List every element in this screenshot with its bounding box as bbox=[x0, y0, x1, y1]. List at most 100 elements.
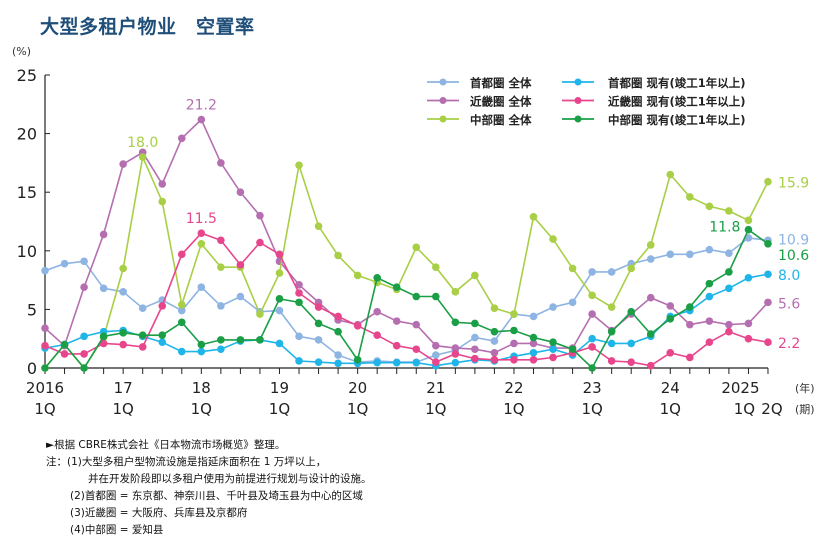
data-point bbox=[314, 358, 323, 366]
x-tick-quarter-label: 1Q bbox=[191, 400, 212, 418]
data-point bbox=[412, 345, 421, 354]
data-point bbox=[646, 255, 655, 263]
data-point bbox=[705, 292, 714, 301]
data-point bbox=[392, 341, 401, 350]
data-point bbox=[334, 312, 342, 321]
data-point bbox=[373, 331, 381, 339]
data-point bbox=[627, 358, 635, 366]
data-point bbox=[549, 345, 557, 354]
legend-marker bbox=[439, 115, 447, 123]
data-point bbox=[432, 263, 440, 272]
data-point bbox=[138, 331, 147, 339]
x-axis-year-unit: (年) bbox=[795, 381, 815, 395]
data-point bbox=[471, 271, 479, 280]
data-point bbox=[295, 280, 303, 289]
data-point bbox=[99, 284, 108, 293]
data-point bbox=[529, 355, 538, 364]
data-point bbox=[256, 238, 264, 247]
data-point bbox=[607, 268, 616, 276]
data-point bbox=[392, 317, 401, 325]
data-point bbox=[334, 251, 342, 260]
data-point bbox=[119, 264, 127, 273]
data-point bbox=[432, 351, 440, 359]
data-point bbox=[256, 336, 264, 344]
data-point bbox=[686, 250, 694, 259]
data-label: 15.9 bbox=[778, 176, 809, 192]
data-point bbox=[588, 334, 596, 343]
legend-label: 中部圈 现有(竣工1年以上) bbox=[608, 113, 746, 127]
data-point bbox=[588, 310, 596, 318]
data-point bbox=[197, 229, 206, 238]
data-point bbox=[392, 358, 401, 367]
data-point bbox=[138, 153, 147, 161]
data-point bbox=[217, 336, 225, 344]
data-point bbox=[510, 339, 518, 348]
data-point bbox=[99, 332, 108, 341]
data-point bbox=[764, 270, 772, 279]
data-point bbox=[510, 326, 518, 335]
data-point bbox=[764, 338, 772, 347]
data-point bbox=[549, 338, 557, 347]
data-point bbox=[60, 340, 69, 349]
legend-label: 近畿圈 全体 bbox=[470, 95, 532, 109]
data-point bbox=[627, 307, 635, 316]
data-point bbox=[705, 279, 714, 288]
data-point bbox=[41, 341, 49, 350]
data-point bbox=[217, 263, 225, 272]
data-point bbox=[744, 319, 753, 328]
x-tick-quarter-label: 1Q bbox=[269, 400, 290, 418]
data-point bbox=[725, 284, 733, 293]
data-point bbox=[295, 332, 303, 341]
data-point bbox=[373, 273, 381, 282]
data-point bbox=[217, 345, 225, 354]
data-point bbox=[432, 358, 440, 366]
data-point bbox=[568, 264, 577, 273]
x-tick-quarter-label: 1Q bbox=[425, 400, 446, 418]
data-point bbox=[99, 339, 108, 348]
data-point bbox=[607, 339, 616, 348]
y-tick-label: 0 bbox=[27, 359, 37, 378]
data-point bbox=[158, 180, 167, 188]
x-tick-quarter-label: 2Q bbox=[761, 400, 782, 418]
x-tick-quarter-label: 1Q bbox=[112, 400, 133, 418]
data-point bbox=[275, 306, 284, 315]
data-point bbox=[744, 334, 753, 343]
data-point bbox=[177, 300, 186, 309]
data-point bbox=[451, 288, 460, 296]
y-tick-label: 25 bbox=[17, 66, 37, 85]
data-point bbox=[646, 330, 655, 338]
data-point bbox=[256, 310, 264, 318]
data-point bbox=[666, 250, 675, 259]
data-point bbox=[314, 319, 323, 328]
data-point bbox=[725, 320, 733, 329]
data-point bbox=[80, 332, 88, 341]
data-point bbox=[119, 288, 127, 296]
data-point bbox=[334, 359, 342, 368]
data-label: 10.6 bbox=[778, 248, 809, 264]
data-point bbox=[549, 353, 557, 362]
data-point bbox=[60, 259, 69, 268]
data-point bbox=[451, 318, 460, 327]
x-tick-year-label: 2016 bbox=[26, 379, 64, 397]
data-point bbox=[607, 303, 616, 311]
data-point bbox=[295, 289, 303, 297]
y-axis-unit: (%) bbox=[12, 45, 31, 58]
data-point bbox=[607, 357, 616, 365]
data-point bbox=[373, 358, 381, 367]
data-point bbox=[471, 354, 479, 363]
data-point bbox=[646, 241, 655, 249]
data-point bbox=[197, 115, 206, 124]
data-point bbox=[275, 250, 284, 259]
data-point bbox=[725, 268, 733, 276]
data-point bbox=[119, 160, 127, 168]
data-point bbox=[529, 339, 538, 348]
data-point bbox=[41, 266, 49, 275]
data-point bbox=[236, 188, 245, 196]
data-label: 5.6 bbox=[778, 296, 800, 312]
legend-marker bbox=[574, 78, 582, 86]
data-point bbox=[236, 292, 245, 301]
data-point bbox=[510, 355, 518, 364]
data-point bbox=[177, 134, 186, 143]
source-note: ►根据 CBRE株式会社《日本物流市场概览》整理。 bbox=[46, 439, 286, 451]
